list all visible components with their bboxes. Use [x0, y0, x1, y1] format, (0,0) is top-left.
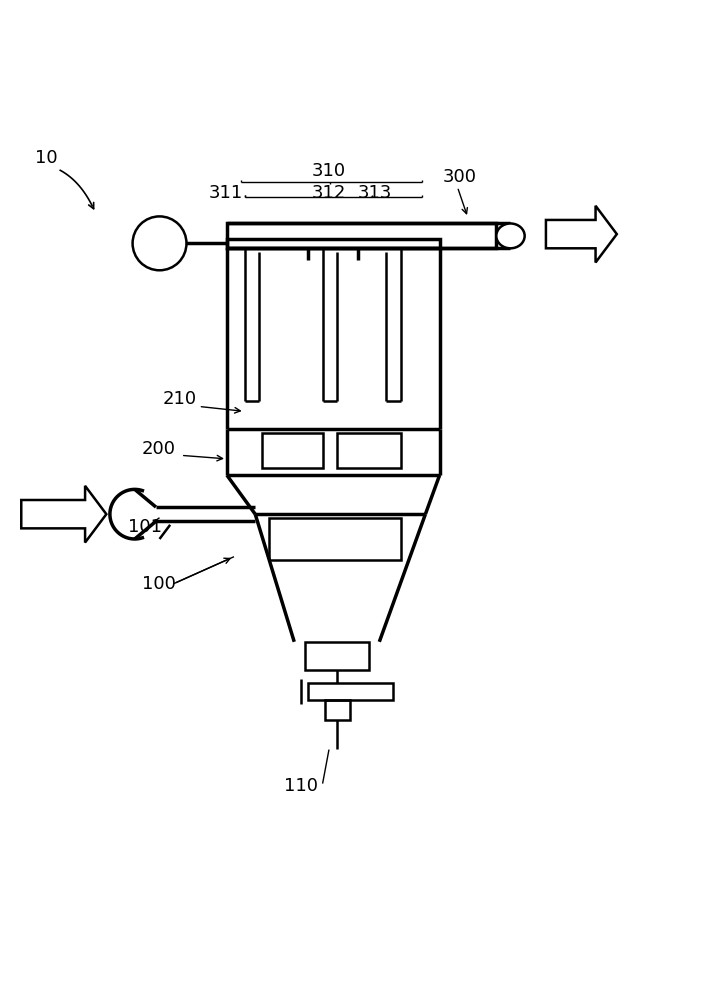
- Text: 100: 100: [142, 575, 176, 593]
- Bar: [325, 700, 350, 720]
- Text: 313: 313: [358, 184, 392, 202]
- Ellipse shape: [496, 223, 525, 248]
- Text: 210: 210: [163, 390, 197, 408]
- Bar: [308, 683, 393, 700]
- Text: 200: 200: [142, 440, 176, 458]
- FancyArrow shape: [21, 486, 106, 543]
- Text: 101: 101: [128, 518, 162, 536]
- Circle shape: [133, 216, 186, 270]
- Text: 110: 110: [284, 777, 318, 795]
- Text: 310: 310: [312, 162, 346, 180]
- FancyArrow shape: [546, 206, 617, 262]
- Bar: [305, 642, 369, 670]
- Text: 312: 312: [312, 184, 346, 202]
- Bar: [227, 223, 496, 248]
- Text: 300: 300: [443, 168, 477, 186]
- Bar: [337, 433, 401, 468]
- Bar: [262, 433, 323, 468]
- Bar: [269, 518, 401, 560]
- Bar: [227, 239, 440, 248]
- Text: 311: 311: [209, 184, 243, 202]
- Text: 10: 10: [35, 149, 58, 167]
